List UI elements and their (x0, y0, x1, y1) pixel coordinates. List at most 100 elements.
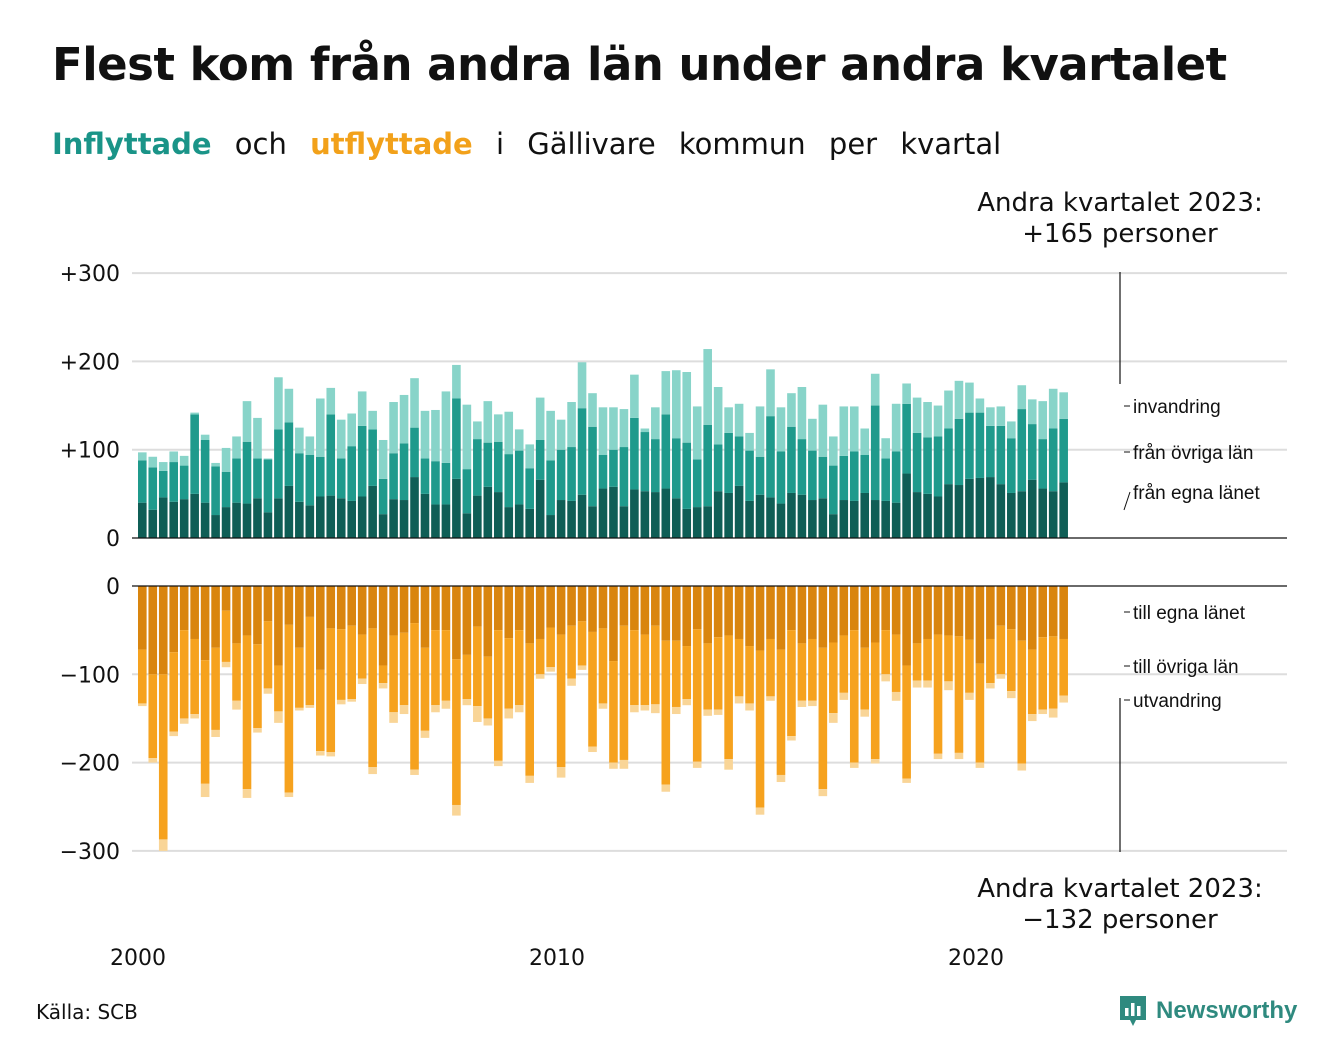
bar-inflow (336, 498, 346, 538)
bar-inflow (232, 502, 241, 538)
bar-outflow (556, 586, 566, 635)
bar-outflow (535, 638, 545, 675)
bar-outflow (200, 783, 210, 798)
bar-outflow (274, 665, 283, 712)
bar-outflow (954, 636, 964, 753)
bar-outflow (493, 760, 503, 767)
bar-outflow (692, 629, 702, 762)
bar-inflow (577, 362, 587, 409)
bar-inflow (609, 407, 618, 450)
legend-label-inflow: från övriga län (1133, 443, 1253, 464)
bar-inflow (368, 429, 377, 486)
bar-outflow (1059, 638, 1068, 696)
bar-outflow (870, 642, 880, 760)
bar-inflow (200, 434, 210, 440)
bar-inflow (431, 409, 440, 462)
bar-inflow (284, 485, 294, 538)
bar-inflow (912, 492, 922, 538)
bar-outflow (787, 736, 796, 741)
bar-outflow (923, 638, 932, 681)
bar-inflow (703, 506, 712, 538)
bar-inflow (347, 413, 356, 447)
bar-inflow (860, 428, 870, 455)
bar-inflow (975, 477, 985, 538)
bar-inflow (190, 493, 199, 538)
bar-outflow (996, 625, 1006, 675)
bar-outflow (839, 635, 849, 693)
bar-inflow (661, 371, 671, 415)
bar-inflow (263, 458, 273, 460)
bar-outflow (787, 630, 796, 737)
bar-outflow (483, 718, 493, 726)
legend-connector (1123, 491, 1131, 511)
bar-inflow (766, 369, 775, 417)
subtitle: Inflyttade och utflyttade i Gällivare ko… (52, 127, 1015, 161)
bar-inflow (881, 438, 890, 459)
bar-outflow (588, 746, 597, 753)
bar-outflow (745, 586, 754, 647)
bar-outflow (148, 674, 158, 759)
bar-outflow (326, 752, 336, 757)
bar-outflow (724, 635, 733, 760)
bar-outflow (671, 640, 681, 707)
bar-inflow (923, 493, 932, 538)
bar-outflow (253, 644, 262, 729)
bar-outflow (232, 586, 241, 644)
bar-outflow (1017, 586, 1027, 641)
bar-inflow (829, 514, 838, 538)
bar-inflow (462, 404, 472, 470)
bar-inflow (535, 397, 545, 440)
bar-outflow (211, 586, 220, 648)
legend-label-outflow: utvandring (1133, 691, 1222, 712)
bar-inflow (797, 439, 807, 495)
bar-inflow (347, 500, 356, 538)
bar-inflow (755, 456, 765, 495)
y-tick-label: +100 (60, 439, 120, 464)
bar-outflow (975, 586, 985, 664)
bar-inflow (221, 447, 231, 472)
bar-outflow (808, 638, 817, 701)
bar-inflow (242, 441, 252, 504)
bar-inflow (567, 500, 576, 538)
bar-outflow (912, 643, 922, 681)
bar-inflow (891, 403, 901, 452)
bar-inflow (305, 455, 315, 506)
bar-outflow (546, 586, 555, 628)
bar-inflow (954, 380, 964, 419)
bar-inflow (326, 387, 336, 415)
bar-outflow (326, 586, 336, 629)
x-tick-label: 2010 (529, 946, 585, 971)
bar-outflow (996, 674, 1006, 679)
bar-inflow (315, 398, 325, 457)
bar-inflow (1027, 424, 1037, 480)
bar-outflow (734, 638, 744, 697)
bar-inflow (200, 439, 210, 503)
bar-inflow (169, 451, 179, 463)
bar-inflow (148, 509, 158, 538)
bar-inflow (378, 478, 388, 515)
bar-outflow (535, 674, 545, 679)
bar-outflow (619, 586, 629, 626)
bar-outflow (441, 586, 451, 631)
bar-outflow (933, 753, 943, 760)
bar-outflow (546, 667, 555, 672)
bar-inflow (357, 425, 367, 497)
newsworthy-logo-icon (1120, 996, 1146, 1026)
bar-outflow (703, 586, 712, 644)
bar-outflow (357, 678, 367, 685)
bar-outflow (452, 804, 461, 816)
brand-name: Newsworthy (1156, 997, 1298, 1024)
bar-inflow (556, 449, 566, 501)
bar-inflow (274, 498, 283, 538)
bar-outflow (881, 586, 890, 631)
bar-inflow (954, 485, 964, 538)
bar-outflow (242, 586, 252, 636)
bar-inflow (954, 418, 964, 486)
bar-inflow (1059, 418, 1068, 483)
bar-outflow (295, 707, 304, 711)
bar-outflow (651, 625, 660, 705)
bar-outflow (776, 586, 786, 650)
bar-inflow (923, 437, 932, 494)
bar-outflow (588, 586, 597, 632)
bar-inflow (1027, 479, 1037, 538)
